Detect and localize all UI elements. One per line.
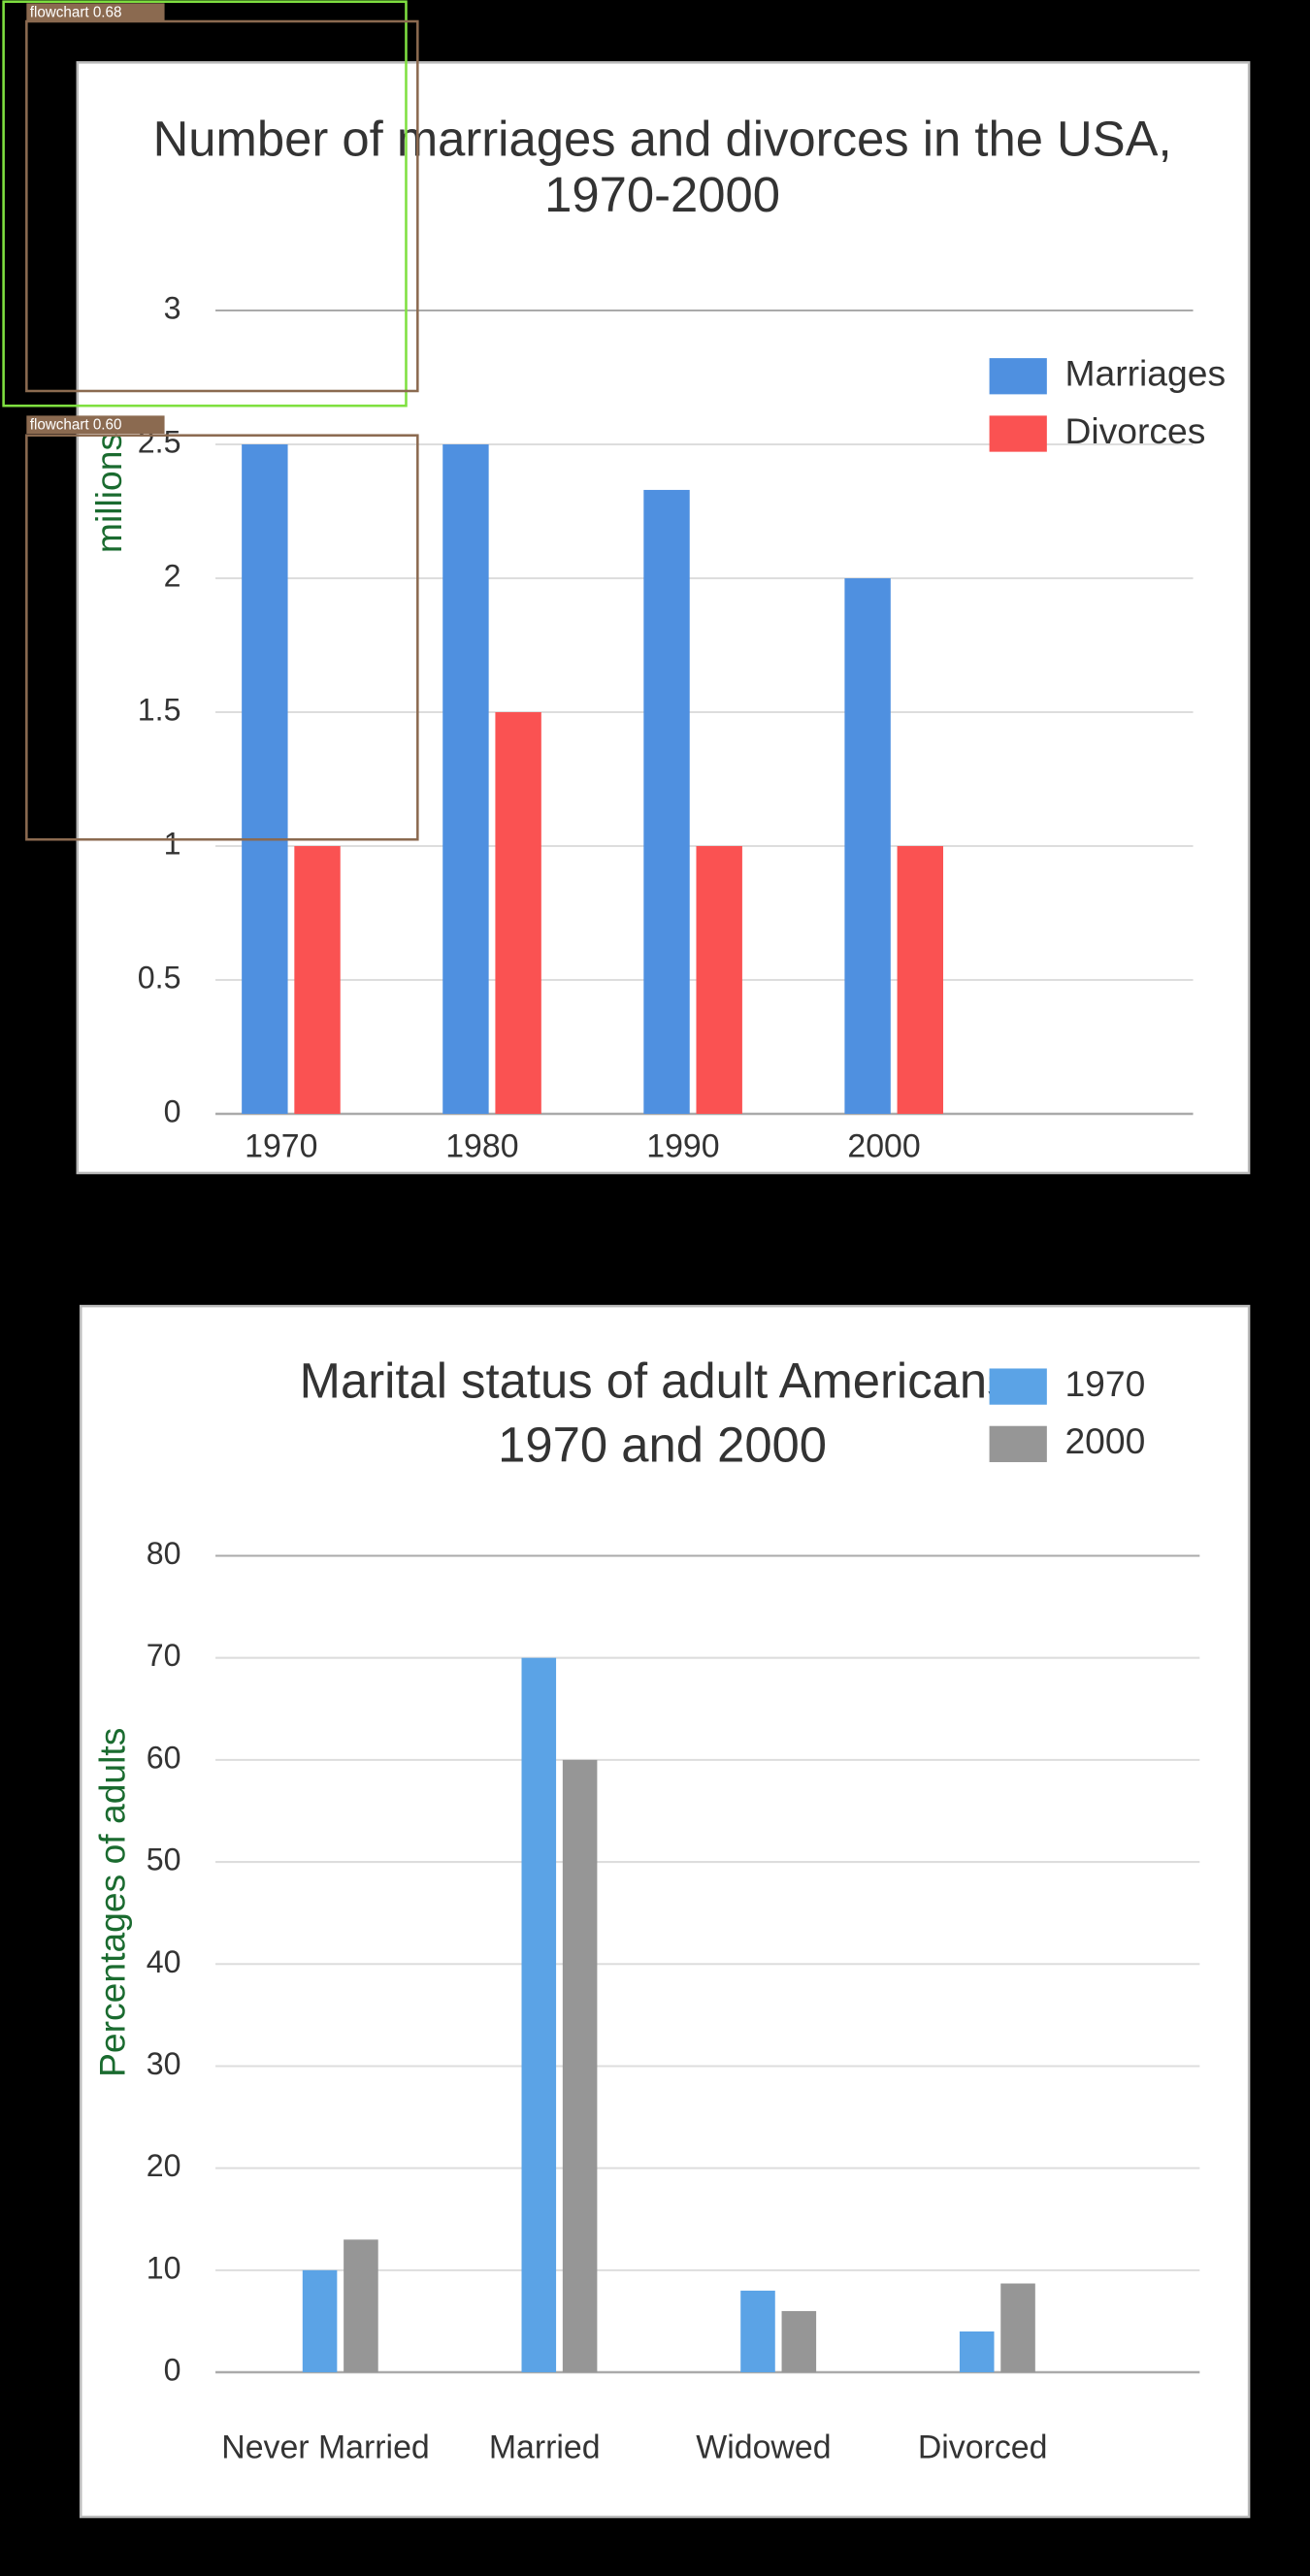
bar	[959, 2331, 995, 2373]
overlay: flowchart 0.68 flowchart 0.60	[2, 0, 419, 841]
y-tick-label: 1	[164, 827, 181, 862]
y-tick-label: 30	[147, 2046, 181, 2081]
y-tick-label: 3	[164, 291, 181, 326]
y-tick-label: 1.5	[138, 693, 181, 728]
bar	[643, 489, 690, 1115]
x-tick-label: Divorced	[918, 2429, 1048, 2466]
y-tick-label: 2	[164, 559, 181, 594]
legend-swatch	[989, 415, 1047, 452]
y-tick-label: 80	[147, 1536, 181, 1571]
x-tick-label: 1970	[245, 1128, 317, 1165]
bar	[442, 444, 489, 1115]
y-tick-label: 50	[147, 1842, 181, 1877]
bar	[495, 712, 541, 1115]
legend-label: 1970	[1064, 1363, 1145, 1404]
legend-label: Marriages	[1064, 353, 1226, 394]
detection-box	[2, 0, 408, 408]
chart-title: Number of marriages and divorces in the …	[153, 112, 1172, 223]
y-tick-label: 40	[147, 1944, 181, 1979]
detection-box	[25, 19, 419, 393]
bar	[344, 2239, 378, 2373]
detection-label: flowchart 0.68	[30, 5, 122, 21]
chart: 0 10 20 30 40 50 60 70 80 Never Married Married Wid…	[92, 1353, 1200, 2466]
bar	[844, 578, 891, 1115]
x-tick-label: 2000	[847, 1128, 920, 1165]
y-tick-label: 0	[164, 1094, 181, 1129]
bar	[740, 2290, 775, 2373]
legend-swatch	[989, 1368, 1047, 1405]
bar	[897, 846, 943, 1115]
y-tick-label: 70	[147, 1638, 181, 1673]
x-tick-label: Never Married	[221, 2429, 429, 2466]
x-tick-label: Widowed	[696, 2429, 831, 2466]
y-tick-label: 10	[147, 2250, 181, 2285]
x-tick-label: 1990	[646, 1128, 719, 1165]
detection-box	[25, 434, 419, 841]
x-tick-label: Married	[489, 2429, 601, 2466]
x-tick-label: 1980	[445, 1128, 518, 1165]
y-tick-label: 0	[164, 2353, 181, 2388]
legend-label: 2000	[1064, 1420, 1145, 1461]
legend-swatch	[989, 358, 1047, 395]
bar	[521, 1657, 557, 2373]
y-tick-label: 0.5	[138, 961, 181, 995]
y-axis-label: millions	[88, 433, 129, 553]
bar	[781, 2310, 817, 2373]
legend-label: Divorces	[1064, 410, 1205, 451]
chart-panel	[79, 1304, 1251, 2519]
legend-swatch	[989, 1425, 1047, 1462]
detection-label-bg	[26, 415, 165, 435]
y-tick-label: 60	[147, 1740, 181, 1775]
bar	[696, 846, 742, 1115]
detection-label-bg	[26, 3, 165, 22]
bar	[294, 846, 341, 1115]
y-tick-label: 20	[147, 2148, 181, 2183]
chart-title: Marital status of adult Americans, 1970 a…	[300, 1353, 1026, 1473]
detection-label: flowchart 0.60	[30, 417, 122, 434]
bar	[242, 444, 288, 1115]
y-axis-label: Percentages of adults	[92, 1728, 133, 2077]
bar	[562, 1759, 598, 2373]
bar	[302, 2269, 338, 2373]
bar	[1000, 2283, 1035, 2373]
